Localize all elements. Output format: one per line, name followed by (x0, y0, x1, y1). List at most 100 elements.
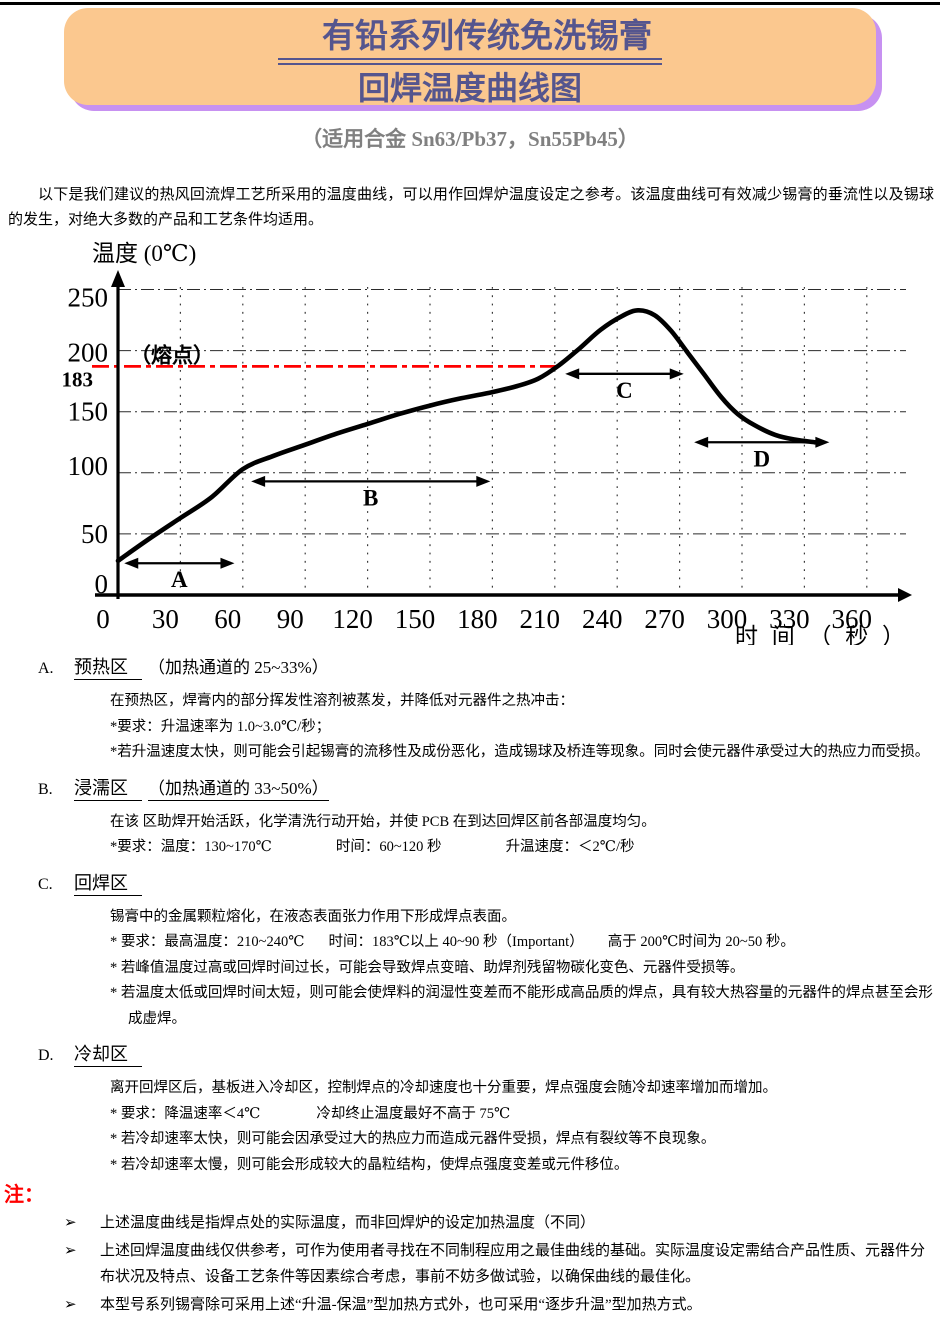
region-arrowhead-left-B (251, 475, 266, 487)
melting-point-value: 183 (62, 367, 94, 391)
requirement-segment: * 要求：降温速率＜4℃ (110, 1105, 261, 1122)
section-requirement-line: * 要求：最高温度：210~240℃ 时间：183℃以上 40~90 秒（Impo… (110, 930, 940, 956)
region-label-C: C (616, 378, 633, 403)
y-tick-label-150: 150 (68, 397, 109, 427)
y-axis-arrowhead (111, 270, 125, 287)
chart-canvas: （熔点） 183 0 50 100 150 200 250 0 30 60 90 120 150 180 21… (62, 241, 912, 649)
title-line-1: 有铅系列传统免洗锡膏 (64, 17, 876, 65)
section-requirement-line: * 要求：降温速率＜4℃ 冷却终止温度最好不高于 75℃ (110, 1102, 940, 1128)
x-tick-label-60: 60 (214, 604, 241, 634)
section-header: C. 回焊区 (0, 869, 940, 899)
notes-block: 注： ➢ 上述温度曲线是指焊点处的实际温度，而非回焊炉的设定加热温度（不同） ➢ 上述… (0, 1182, 940, 1318)
brand-name-bold: 有铅 (322, 19, 388, 55)
zone-sections: A. 预热区 （加热通道的 25~33%） 在预热区，焊膏内的部分挥发性溶剂被蒸发，并… (0, 653, 940, 1178)
section-header: B. 浸濡区 （加热通道的 33~50%） (0, 774, 940, 804)
x-axis-arrowhead (898, 588, 912, 602)
section-body: 在预热区，焊膏内的部分挥发性溶剂被蒸发，并降低对元器件之热冲击： *要求：升温速率… (0, 689, 940, 766)
note-item: ➢ 上述回焊温度曲线仅供参考，可作为使用者寻找在不同制程应用之最佳曲线的基础。实际… (0, 1238, 940, 1290)
section-letter: B. (38, 780, 53, 798)
y-axis-title: 温度 (0℃) (92, 241, 196, 266)
y-tick-label-250: 250 (68, 283, 109, 313)
section-title: 浸濡区 (74, 777, 142, 801)
requirement-segment: *要求：温度：130~170℃ (110, 839, 272, 855)
section-text-line: * 若峰值温度过高或回焊时间过长，可能会导致焊点变暗、助焊剂残留物碳化变色、元器… (110, 959, 745, 976)
x-tick-label-0: 0 (96, 604, 110, 634)
section-header: A. 预热区 （加热通道的 25~33%） (0, 653, 940, 683)
arrow-bullet-icon: ➢ (64, 1215, 77, 1231)
x-axis-title: 时 间 （ 秒 ） (735, 624, 909, 645)
melting-point-label: （熔点） (130, 343, 214, 367)
x-tick-label-180: 180 (457, 604, 498, 634)
section-body: 离开回焊区后，基板进入冷却区，控制焊点的冷却速度也十分重要，焊点强度会随冷却速率… (0, 1076, 940, 1178)
note-text: 本型号系列锡膏除可采用上述“升温-保温”型加热方式外，也可采用“逐步升温”型加热… (100, 1297, 702, 1313)
section-requirement-line: *要求：温度：130~170℃ 时间：60~120 秒 升温速度：＜2℃/秒 (110, 835, 940, 861)
intro-paragraph: 以下是我们建议的热风回流焊工艺所采用的温度曲线，可以用作回焊炉温度设定之参考。该… (8, 187, 934, 228)
region-label-A: A (171, 567, 188, 592)
section-text-line: *若升温速度太快，则可能会引起锡膏的流移性及成份恶化，造成锡球及桥连等现象。同时… (110, 744, 930, 760)
section-text-line: *要求：升温速率为 1.0~3.0℃/秒； (110, 718, 331, 735)
y-tick-label-100: 100 (68, 451, 109, 481)
note-item: ➢ 本型号系列锡膏除可采用上述“升温-保温”型加热方式外，也可采用“逐步升温”型加… (0, 1292, 940, 1318)
section-text-line: 在预热区，焊膏内的部分挥发性溶剂被蒸发，并降低对元器件之热冲击： (110, 693, 574, 709)
requirement-segment: * 要求：最高温度：210~240℃ (110, 934, 305, 950)
section-header: D. 冷却区 (0, 1040, 940, 1070)
reflow-temperature-chart: （熔点） 183 0 50 100 150 200 250 0 30 60 90 120 150 180 21… (0, 233, 940, 649)
requirement-segment: 时间：60~120 秒 (335, 839, 442, 855)
section-body: 锡膏中的金属颗粒熔化，在液态表面张力作用下形成焊点表面。 * 要求：最高温度：21… (0, 905, 940, 1033)
y-tick-label-0: 0 (95, 569, 109, 599)
section-text-line: * 若冷却速率太慢，则可能会形成较大的晶粒结构，使焊点强度变差或元件移位。 (110, 1156, 629, 1173)
region-arrowhead-left-A (124, 557, 139, 569)
region-label-B: B (363, 485, 378, 510)
x-tick-label-90: 90 (277, 604, 304, 634)
section-text-line: * 若温度太低或回焊时间太短，则可能会使焊料的润湿性变差而不能形成高品质的焊点，… (110, 985, 933, 1027)
x-tick-label-360: 360 (832, 604, 873, 634)
x-tick-label-30: 30 (152, 604, 179, 634)
region-label-D: D (753, 446, 770, 471)
x-tick-label-300: 300 (707, 604, 748, 634)
section-title: 预热区 (74, 657, 142, 680)
title-box: 有铅系列传统免洗锡膏 回焊温度曲线图 (64, 8, 876, 106)
y-tick-label-200: 200 (68, 338, 109, 368)
page-top-rule (0, 2, 940, 5)
x-tick-label-120: 120 (332, 604, 373, 634)
arrow-bullet-icon: ➢ (64, 1243, 77, 1259)
requirement-segment: 高于 200℃时间为 20~50 秒。 (607, 934, 795, 950)
section-letter: A. (38, 660, 54, 677)
section-回焊区: C. 回焊区锡膏中的金属颗粒熔化，在液态表面张力作用下形成焊点表面。 * 要求：最高… (0, 869, 940, 1033)
section-text-line: 锡膏中的金属颗粒熔化，在液态表面张力作用下形成焊点表面。 (110, 908, 516, 925)
requirement-segment: 升温速度：＜2℃/秒 (505, 839, 635, 855)
region-arrowhead-right-C (669, 368, 684, 380)
section-body: 在该 区助焊开始活跃，化学清洗行动开始，并使 PCB 在到达回焊区前各部温度均匀… (0, 810, 940, 861)
section-letter: D. (38, 1047, 54, 1064)
requirement-segment: 时间：183℃以上 40~90 秒（Important） (328, 934, 584, 950)
x-tick-label-270: 270 (644, 604, 685, 634)
subtitle-alloys: （适用合金 Sn63/Pb37，Sn55Pb45） (301, 127, 639, 151)
region-arrowhead-right-A (220, 557, 235, 569)
section-浸濡区: B. 浸濡区 （加热通道的 33~50%） 在该 区助焊开始活跃，化学清洗行动开始，并… (0, 774, 940, 861)
section-title: 回焊区 (74, 872, 142, 896)
section-text-line: 在该 区助焊开始活跃，化学清洗行动开始，并使 PCB 在到达回焊区前各部温度均匀… (110, 813, 656, 830)
section-预热区: A. 预热区 （加热通道的 25~33%） 在预热区，焊膏内的部分挥发性溶剂被蒸发，并… (0, 653, 940, 766)
region-arrowhead-left-C (565, 368, 580, 380)
note-text: 上述温度曲线是指焊点处的实际温度，而非回焊炉的设定加热温度（不同） (100, 1215, 596, 1231)
note-text: 上述回焊温度曲线仅供参考，可作为使用者寻找在不同制程应用之最佳曲线的基础。实际温… (100, 1243, 926, 1285)
x-tick-label-330: 330 (769, 604, 810, 634)
section-subtitle: （加热通道的 25~33%） (148, 658, 329, 677)
region-arrowhead-right-B (476, 475, 491, 487)
notes-heading: 注： (4, 1184, 44, 1206)
x-tick-label-210: 210 (520, 604, 561, 634)
region-arrowhead-right-D (815, 436, 830, 448)
section-text-line: 离开回焊区后，基板进入冷却区，控制焊点的冷却速度也十分重要，焊点强度会随冷却速率… (110, 1080, 777, 1096)
section-冷却区: D. 冷却区离开回焊区后，基板进入冷却区，控制焊点的冷却速度也十分重要，焊点强度会… (0, 1040, 940, 1178)
arrow-bullet-icon: ➢ (64, 1297, 77, 1313)
section-title: 冷却区 (74, 1044, 142, 1067)
x-tick-label-150: 150 (395, 604, 436, 634)
note-item: ➢ 上述温度曲线是指焊点处的实际温度，而非回焊炉的设定加热温度（不同） (0, 1210, 940, 1236)
requirement-segment: 冷却终止温度最好不高于 75℃ (316, 1105, 511, 1122)
x-tick-label-240: 240 (582, 604, 623, 634)
temperature-curve (115, 307, 818, 564)
title-line-2: 回焊温度曲线图 (357, 70, 582, 106)
y-tick-label-50: 50 (81, 519, 108, 549)
title-underline-group: 有铅系列传统免洗锡膏 (278, 17, 662, 65)
